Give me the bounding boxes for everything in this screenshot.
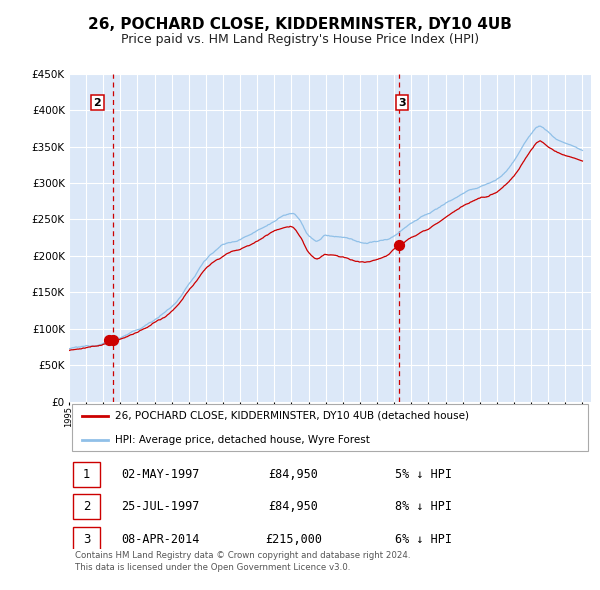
Text: 3: 3: [83, 533, 91, 546]
Text: 2: 2: [83, 500, 91, 513]
Text: 02-MAY-1997: 02-MAY-1997: [121, 467, 200, 480]
Text: 25-JUL-1997: 25-JUL-1997: [121, 500, 200, 513]
Text: 1: 1: [83, 467, 91, 480]
Text: 26, POCHARD CLOSE, KIDDERMINSTER, DY10 4UB: 26, POCHARD CLOSE, KIDDERMINSTER, DY10 4…: [88, 17, 512, 31]
Text: HPI: Average price, detached house, Wyre Forest: HPI: Average price, detached house, Wyre…: [115, 434, 370, 444]
Text: 6% ↓ HPI: 6% ↓ HPI: [395, 533, 452, 546]
Point: [108, 335, 118, 345]
Text: 3: 3: [398, 98, 406, 108]
Text: Contains HM Land Registry data © Crown copyright and database right 2024.
This d: Contains HM Land Registry data © Crown c…: [75, 550, 411, 572]
FancyBboxPatch shape: [73, 461, 100, 487]
FancyBboxPatch shape: [71, 404, 589, 451]
Point: [394, 240, 404, 250]
Text: 2: 2: [94, 98, 101, 108]
FancyBboxPatch shape: [73, 527, 100, 552]
Point: [104, 335, 114, 345]
FancyBboxPatch shape: [73, 494, 100, 519]
Text: £84,950: £84,950: [269, 500, 319, 513]
Text: £215,000: £215,000: [265, 533, 322, 546]
Text: 08-APR-2014: 08-APR-2014: [121, 533, 200, 546]
Text: Price paid vs. HM Land Registry's House Price Index (HPI): Price paid vs. HM Land Registry's House …: [121, 33, 479, 46]
Text: 26, POCHARD CLOSE, KIDDERMINSTER, DY10 4UB (detached house): 26, POCHARD CLOSE, KIDDERMINSTER, DY10 4…: [115, 411, 469, 421]
Text: £84,950: £84,950: [269, 467, 319, 480]
Text: 5% ↓ HPI: 5% ↓ HPI: [395, 467, 452, 480]
Text: 8% ↓ HPI: 8% ↓ HPI: [395, 500, 452, 513]
